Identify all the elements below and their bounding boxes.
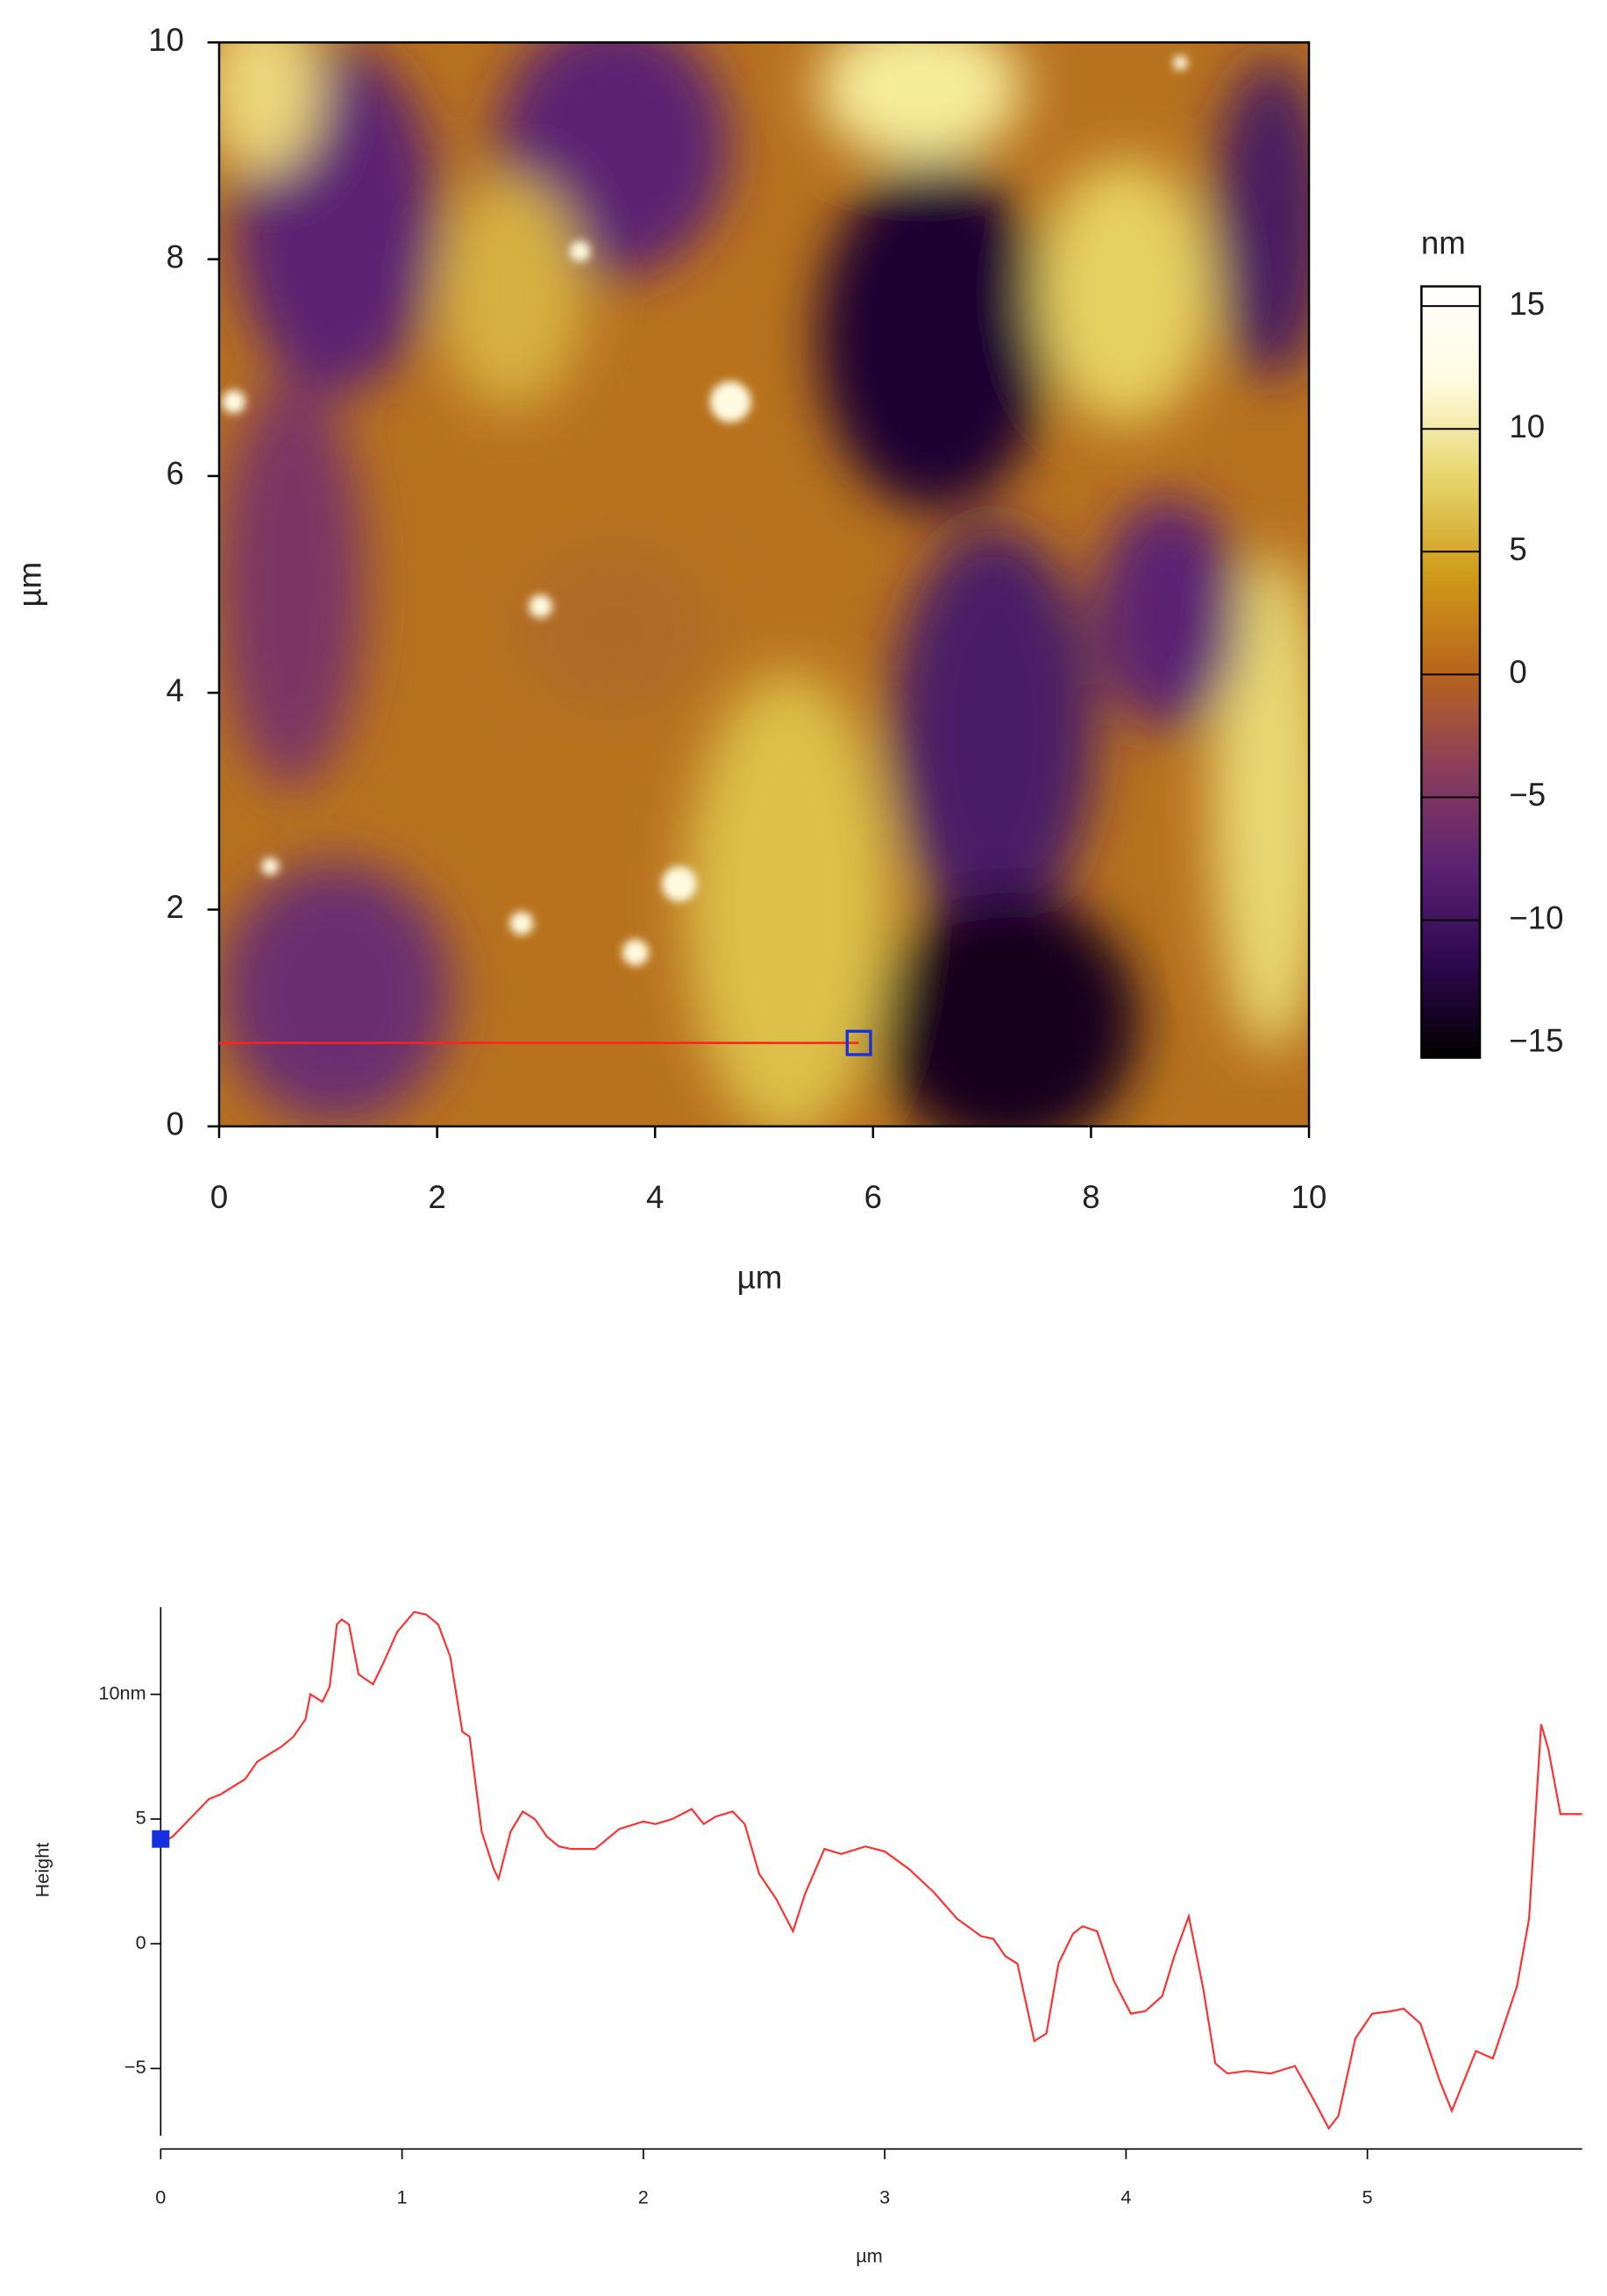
y-tick-label: 5: [136, 1807, 146, 1829]
profile-curve: [160, 1610, 1582, 2130]
x-tick-label: 4: [646, 1179, 664, 1215]
colorbar-tick-label: 15: [1509, 286, 1545, 322]
x-tick-label: 0: [155, 2186, 166, 2208]
y-tick-label: 8: [167, 238, 184, 274]
y-tick-label: 0: [167, 1106, 184, 1142]
profile-end-marker: [845, 1029, 872, 1056]
x-tick-label: 8: [1082, 1179, 1099, 1215]
x-tick-label: 3: [879, 2186, 890, 2208]
x-tick-label: 10: [1291, 1179, 1327, 1215]
colorbar-tick-label: 10: [1509, 409, 1545, 444]
colorbar-tick-label: −10: [1509, 899, 1563, 935]
y-tick-label: 10nm: [98, 1681, 146, 1703]
plot-frame: [217, 41, 1311, 1128]
y-tick-label: −5: [124, 2056, 146, 2078]
y-axis-label: Height: [32, 1843, 53, 1898]
x-tick-label: 4: [1120, 2186, 1131, 2208]
x-tick-label: 6: [864, 1179, 882, 1215]
y-tick-label: 2: [167, 889, 184, 925]
x-tick-label: 0: [210, 1179, 228, 1215]
colorbar-tick-label: 5: [1509, 531, 1526, 567]
colorbar-tick-label: −5: [1509, 777, 1546, 813]
colorbar: [1420, 285, 1482, 1059]
x-axis-label: µm: [737, 1259, 783, 1295]
y-tick-label: 0: [136, 1931, 146, 1953]
y-tick-label: 4: [167, 672, 184, 708]
colorbar-tick-label: 0: [1509, 654, 1526, 690]
x-tick-label: 5: [1362, 2186, 1373, 2208]
x-tick-label: 2: [428, 1179, 445, 1215]
x-tick-label: 1: [397, 2186, 408, 2208]
colorbar-label: nm: [1421, 225, 1466, 261]
y-tick-label: 10: [148, 22, 184, 58]
x-axis-label: µm: [856, 2244, 883, 2266]
colorbar-tick-label: −15: [1509, 1022, 1563, 1058]
height-map: [218, 42, 1310, 1127]
cursor-marker: [152, 1830, 170, 1848]
x-tick-label: 2: [638, 2186, 649, 2208]
y-tick-label: 6: [167, 456, 184, 492]
y-axis-label: µm: [11, 562, 47, 608]
